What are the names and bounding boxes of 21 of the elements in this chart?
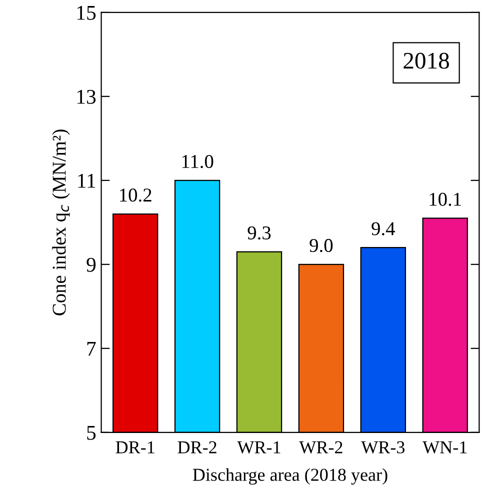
y-tick-label: 11 — [78, 174, 96, 188]
data-label: 11.0 — [182, 154, 214, 168]
x-tick-label: DR-1 — [116, 441, 154, 454]
y-tick-label: 7 — [87, 342, 96, 356]
x-tick-label: WR-1 — [237, 441, 280, 454]
y-tick-label: 9 — [86, 258, 96, 272]
data-label: 9.0 — [310, 238, 333, 252]
y-tick-label: 15 — [77, 6, 96, 20]
y-tick-label: 13 — [77, 90, 96, 104]
x-tick-label: DR-2 — [178, 441, 216, 454]
annotation: 2018 — [404, 52, 449, 69]
data-label: 10.1 — [430, 192, 461, 206]
data-label: 9.3 — [248, 226, 271, 240]
data-label: 9.4 — [372, 222, 396, 236]
x-tick-label: WN-1 — [422, 441, 467, 454]
data-label: 10.2 — [120, 188, 152, 202]
y-axis-title: Cone index q$_{c}$ (MN/m²) — [52, 130, 70, 316]
y-tick-label: 5 — [87, 426, 96, 440]
x-tick-label: WR-3 — [361, 441, 405, 454]
x-tick-label: WR-2 — [299, 441, 342, 454]
x-axis-title: Discharge area (2018 year) — [192, 468, 388, 485]
